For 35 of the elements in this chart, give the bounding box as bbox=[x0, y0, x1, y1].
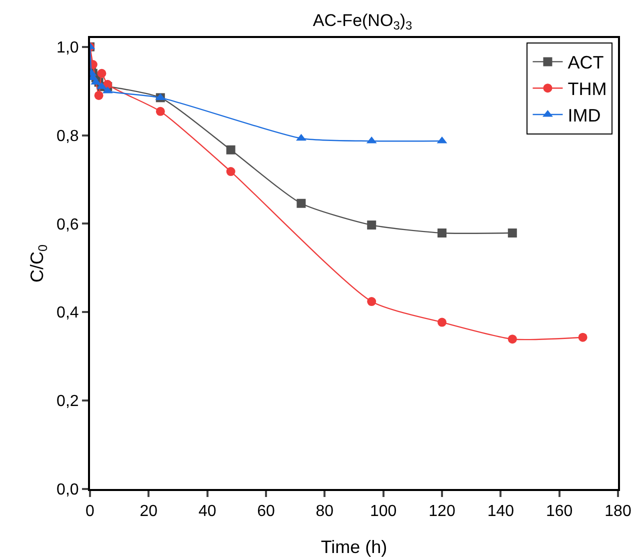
point bbox=[296, 198, 306, 208]
x-tick-label: 120 bbox=[428, 503, 456, 520]
x-tick-label: 100 bbox=[370, 503, 397, 520]
x-tick-label: 40 bbox=[198, 503, 216, 520]
point bbox=[97, 68, 106, 78]
point bbox=[156, 106, 165, 116]
point bbox=[508, 334, 517, 344]
point bbox=[94, 90, 104, 100]
point bbox=[367, 220, 376, 230]
x-tick-label: 160 bbox=[546, 503, 573, 520]
x-tick-label: 80 bbox=[316, 503, 334, 520]
point bbox=[508, 228, 517, 238]
y-tick-label: 0,4 bbox=[56, 304, 79, 322]
y-tick-label: 0,0 bbox=[56, 482, 79, 499]
x-tick-label: 60 bbox=[257, 503, 275, 520]
x-tick-label: 140 bbox=[487, 503, 514, 520]
y-tick-label: 1,0 bbox=[56, 39, 79, 56]
y-tick-label: 0,2 bbox=[56, 393, 79, 410]
point bbox=[438, 228, 446, 238]
legend-label: IMD bbox=[568, 106, 601, 126]
x-tick-label: 20 bbox=[140, 503, 158, 520]
point bbox=[296, 134, 306, 141]
y-tick-label: 0,8 bbox=[56, 128, 79, 145]
chart-title: AC-Fe(NO$_{3}$)$_{3}$ bbox=[312, 10, 412, 32]
point bbox=[438, 318, 446, 327]
point bbox=[226, 145, 236, 154]
legend-label: ACT bbox=[568, 52, 604, 73]
point bbox=[226, 167, 236, 176]
legend-label: THM bbox=[568, 79, 607, 100]
x-axis-title: Time (h) bbox=[320, 537, 388, 557]
point bbox=[367, 297, 376, 306]
y-tick-label: 0,6 bbox=[56, 216, 79, 234]
x-tick-label: 180 bbox=[604, 503, 632, 520]
x-tick-label: 0 bbox=[86, 503, 95, 520]
point bbox=[578, 332, 588, 342]
